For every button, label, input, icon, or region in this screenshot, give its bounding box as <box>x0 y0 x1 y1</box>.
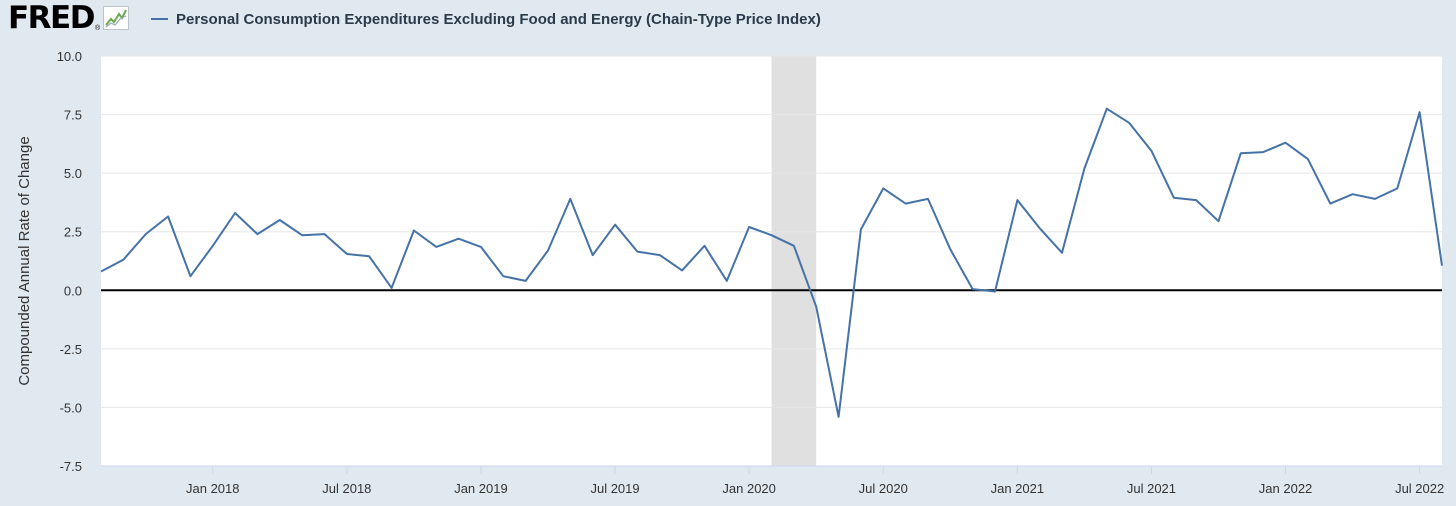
chart-legend: Personal Consumption Expenditures Exclud… <box>151 8 821 30</box>
x-tick-label: Jan 2020 <box>722 481 776 496</box>
y-tick-label: 7.5 <box>64 108 82 123</box>
x-tick-label: Jan 2021 <box>991 481 1045 496</box>
y-tick-label: 2.5 <box>64 225 82 240</box>
y-tick-label: 5.0 <box>64 166 82 181</box>
y-tick-label: -2.5 <box>60 342 82 357</box>
y-axis-title: Compounded Annual Rate of Change <box>16 136 33 385</box>
x-tick-label: Jul 2022 <box>1395 481 1444 496</box>
chart-title: Personal Consumption Expenditures Exclud… <box>176 10 821 28</box>
registered-mark: ® <box>94 24 101 32</box>
recession-shading <box>771 56 817 466</box>
y-tick-label: -5.0 <box>60 400 82 415</box>
x-tick-label: Jan 2022 <box>1259 481 1313 496</box>
chart-header: FRED ® Personal Consumption Expenditures… <box>0 0 1456 40</box>
x-tick-label: Jan 2018 <box>186 481 240 496</box>
x-tick-label: Jul 2020 <box>859 481 908 496</box>
x-tick-label: Jul 2019 <box>590 481 639 496</box>
fred-logo-text: FRED <box>8 0 95 36</box>
series-line[interactable] <box>100 107 1443 418</box>
fred-logo[interactable]: FRED ® <box>8 0 130 36</box>
y-tick-label: -7.5 <box>60 459 82 474</box>
x-tick-label: Jan 2019 <box>454 481 508 496</box>
x-tick-label: Jul 2021 <box>1127 481 1176 496</box>
x-tick-label: Jul 2018 <box>322 481 371 496</box>
legend-swatch <box>151 18 168 20</box>
y-tick-label: 0.0 <box>64 283 82 298</box>
y-tick-label: 10.0 <box>57 49 82 64</box>
fred-graph-icon <box>103 6 130 30</box>
